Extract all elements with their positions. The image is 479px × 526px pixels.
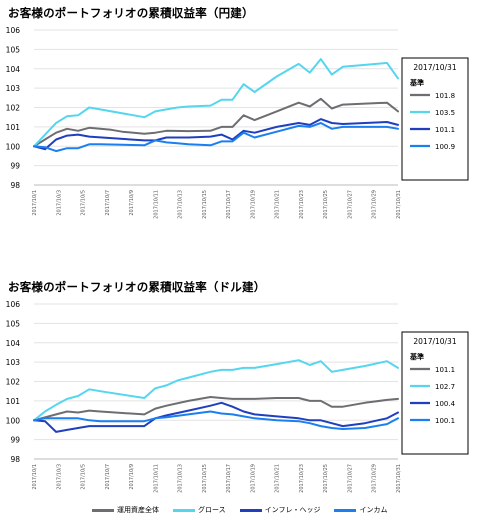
series-line-inflation — [33, 401, 399, 433]
x-tick-label-13: 2017/10/27 — [347, 464, 353, 493]
y-tick-label-106: 106 — [6, 300, 21, 309]
x-tick-label-5: 2017/10/11 — [153, 190, 159, 219]
x-tick-label-15: 2017/10/31 — [396, 190, 402, 219]
x-tick-label-11: 2017/10/23 — [299, 464, 305, 493]
series-line-total — [33, 97, 399, 148]
y-tick-label-105: 105 — [6, 319, 21, 328]
chart-title-yen: お客様のポートフォリオの累積収益率（円建） — [8, 6, 254, 20]
legend-swatch-income — [334, 508, 357, 512]
legend-item-inflation: インフレ・ヘッジ — [239, 505, 321, 515]
y-tick-label-101: 101 — [6, 397, 21, 406]
series-line-inflation — [33, 118, 399, 151]
y-tick-label-100: 100 — [6, 416, 21, 425]
series-line-income — [33, 122, 399, 153]
x-tick-label-12: 2017/10/25 — [323, 464, 329, 493]
legend-label-income: インカム — [359, 506, 388, 514]
y-tick-label-102: 102 — [6, 104, 21, 113]
value-box-value-income: 100.9 — [435, 143, 455, 151]
value-box-value-growth: 103.5 — [435, 109, 455, 117]
series-line-total — [33, 396, 399, 422]
legend-swatch-total — [92, 508, 114, 512]
x-tick-label-14: 2017/10/29 — [372, 464, 378, 493]
x-tick-label-7: 2017/10/15 — [202, 464, 208, 493]
x-tick-label-5: 2017/10/11 — [153, 464, 159, 493]
y-tick-label-104: 104 — [6, 339, 21, 348]
x-tick-label-6: 2017/10/13 — [178, 190, 184, 219]
value-box-value-growth: 102.7 — [435, 383, 455, 391]
value-box-value-inflation: 101.1 — [435, 126, 455, 134]
y-tick-label-104: 104 — [6, 65, 21, 74]
y-tick-label-103: 103 — [6, 84, 21, 93]
x-tick-label-6: 2017/10/13 — [178, 464, 184, 493]
legend-item-total: 運用資産全体 — [92, 505, 159, 515]
x-tick-label-10: 2017/10/21 — [275, 464, 281, 493]
x-tick-label-9: 2017/10/19 — [250, 464, 256, 493]
x-tick-label-10: 2017/10/21 — [275, 190, 281, 219]
value-box — [401, 57, 469, 181]
x-tick-label-0: 2017/10/1 — [32, 464, 38, 490]
value-box-date: 2017/10/31 — [413, 63, 456, 72]
value-box-value-income: 100.1 — [435, 417, 455, 425]
y-tick-label-99: 99 — [10, 162, 20, 171]
value-box-value-total: 101.1 — [435, 366, 455, 374]
value-box-heading: 基準 — [409, 352, 424, 361]
series-line-income — [33, 410, 399, 430]
legend-item-growth: グロース — [173, 505, 226, 515]
dollar-return-chart: 98 99 100 101 102 103 104 105 106 2017/10/1 2017/1… — [6, 300, 469, 493]
x-tick-label-7: 2017/10/15 — [202, 190, 208, 219]
x-tick-label-13: 2017/10/27 — [347, 190, 353, 219]
yen-return-chart: 98 99 100 101 102 103 104 105 106 2017/10/1 2017/1… — [6, 26, 469, 219]
legend-swatch-inflation — [239, 508, 262, 512]
x-tick-label-3: 2017/10/7 — [105, 464, 111, 490]
y-tick-label-102: 102 — [6, 378, 21, 387]
value-box — [401, 331, 469, 455]
x-tick-label-3: 2017/10/7 — [105, 190, 111, 216]
y-tick-label-99: 99 — [10, 436, 20, 445]
x-tick-label-1: 2017/10/3 — [56, 190, 62, 216]
value-box-heading: 基準 — [409, 78, 424, 87]
chart-title-dollar: お客様のポートフォリオの累積収益率（ドル建） — [8, 280, 266, 294]
series-line-growth — [33, 58, 399, 148]
x-tick-label-9: 2017/10/19 — [250, 190, 256, 219]
y-tick-label-98: 98 — [10, 181, 20, 190]
x-tick-label-4: 2017/10/9 — [129, 464, 135, 490]
y-tick-label-106: 106 — [6, 26, 21, 35]
value-box-value-total: 101.8 — [435, 92, 455, 100]
value-box-date: 2017/10/31 — [413, 337, 456, 346]
x-tick-label-8: 2017/10/17 — [226, 190, 232, 219]
legend-label-total: 運用資産全体 — [117, 506, 159, 514]
x-tick-label-2: 2017/10/5 — [81, 464, 87, 490]
y-tick-label-105: 105 — [6, 45, 21, 54]
x-tick-label-4: 2017/10/9 — [129, 190, 135, 216]
y-tick-label-103: 103 — [6, 358, 21, 367]
legend-label-growth: グロース — [198, 506, 226, 514]
series-line-growth — [33, 359, 399, 422]
x-tick-label-14: 2017/10/29 — [372, 190, 378, 219]
value-box-value-inflation: 100.4 — [435, 400, 456, 408]
y-tick-label-101: 101 — [6, 123, 21, 132]
series-legend: 運用資産全体 グロース インフレ・ヘッジ インカム — [92, 505, 387, 515]
y-tick-label-98: 98 — [10, 455, 20, 464]
y-tick-label-100: 100 — [6, 142, 21, 151]
legend-label-inflation: インフレ・ヘッジ — [264, 506, 321, 514]
x-tick-label-15: 2017/10/31 — [396, 464, 402, 493]
x-tick-label-8: 2017/10/17 — [226, 464, 232, 493]
x-tick-label-2: 2017/10/5 — [81, 190, 87, 216]
x-tick-label-1: 2017/10/3 — [56, 464, 62, 490]
x-tick-label-11: 2017/10/23 — [299, 190, 305, 219]
x-tick-label-12: 2017/10/25 — [323, 190, 329, 219]
legend-swatch-growth — [173, 508, 195, 512]
x-tick-label-0: 2017/10/1 — [32, 190, 38, 216]
legend-item-income: インカム — [334, 505, 387, 515]
